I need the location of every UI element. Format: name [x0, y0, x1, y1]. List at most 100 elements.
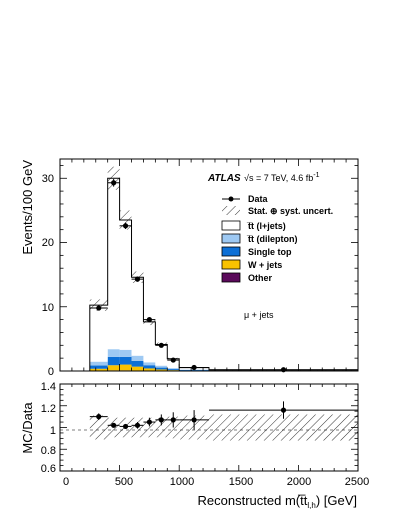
- y-tick-label-30: 30: [42, 173, 54, 185]
- main-panel: 0 10 20 30 Events/100 GeV ATLAS √s = 7 T…: [20, 158, 359, 378]
- stack-bar-1-5: [155, 369, 168, 371]
- main-y-axis-label: Events/100 GeV: [20, 160, 35, 255]
- stack-bar-4-2: [119, 220, 132, 350]
- x-axis-label-sub: l,h: [307, 501, 315, 510]
- data-points: [89, 178, 358, 373]
- uncert-band-2: [119, 210, 132, 230]
- legend-wjets-swatch: [221, 259, 241, 270]
- legend: Data Stat. ⊕ syst. uncert. t̅t (l+jets) …: [221, 194, 333, 283]
- x-tick-label-1000: 1000: [170, 476, 194, 488]
- stack-bar-4-5: [155, 344, 168, 366]
- stack-bar-4-1: [107, 178, 120, 350]
- ratio-point-1: [111, 422, 117, 428]
- data-point-6: [170, 357, 176, 363]
- energy-text: √s = 7 TeV, 4.6 fb: [244, 173, 313, 183]
- stack-bar-3-0: [89, 361, 108, 366]
- stack-bar-3-1: [107, 349, 120, 357]
- x-tick-label-0: 0: [63, 476, 69, 488]
- ratio-ticks: [59, 383, 359, 472]
- x-tick-label-500: 500: [115, 476, 133, 488]
- ratio-y-tick-0p8: 0.8: [41, 445, 56, 457]
- legend-single-top-label: Single top: [248, 247, 292, 257]
- stack-bar-2-0: [89, 365, 108, 369]
- legend-ljets-label: t̅t (l+jets): [246, 221, 285, 231]
- stack-bar-4-0: [89, 305, 108, 362]
- legend-dilep-swatch: [221, 233, 241, 244]
- y-tick-label-0: 0: [48, 366, 54, 378]
- lumi-superscript: -1: [313, 172, 319, 179]
- stack-bar-3-3: [131, 355, 144, 361]
- ratio-point-8: [280, 407, 287, 413]
- stack-bar-1-3: [131, 366, 144, 371]
- uncert-band-1: [107, 166, 120, 190]
- legend-other-label: Other: [248, 273, 273, 283]
- legend-data-label: Data: [248, 194, 269, 204]
- legend-data-marker: [228, 196, 234, 202]
- ratio-point-2: [122, 423, 129, 430]
- stack-bar-4-4: [143, 321, 156, 363]
- stack-bar-1-2: [119, 364, 132, 371]
- legend-ljets-swatch: [221, 220, 241, 231]
- stack-bar-2-3: [131, 360, 144, 367]
- ratio-point-5: [158, 417, 164, 423]
- stack-bar-1-1: [107, 365, 120, 371]
- x-axis-label: Reconstructed m(t̅tl,h) [GeV]: [198, 493, 357, 510]
- stack-bar-4-3: [131, 277, 144, 356]
- stack-bar-3-5: [155, 365, 168, 368]
- ratio-uncertainty-band: [89, 414, 358, 441]
- stack-bar-1-4: [143, 368, 156, 371]
- ratio-band-0: [89, 415, 108, 440]
- main-ticks: [59, 159, 359, 372]
- uncert-band-0: [89, 299, 108, 311]
- ratio-points: [89, 401, 358, 430]
- data-point-1: [111, 180, 117, 186]
- ratio-point-4: [146, 419, 152, 425]
- energy-label: √s = 7 TeV, 4.6 fb-1: [244, 172, 320, 183]
- ratio-band-5: [155, 417, 168, 438]
- stack-bar-2-5: [155, 367, 168, 370]
- x-tick-label-2500: 2500: [345, 476, 369, 488]
- atlas-label: ATLAS: [207, 173, 241, 184]
- x-axis-label-main: Reconstructed m(t̅t: [198, 493, 308, 508]
- x-axis-label-unit: ) [GeV]: [316, 493, 357, 508]
- legend-dilep-label: t̅t (dilepton): [246, 234, 297, 244]
- data-point-2: [122, 223, 129, 229]
- ratio-point-0: [96, 414, 102, 420]
- x-tick-label-1500: 1500: [229, 476, 253, 488]
- ratio-y-tick-0p6: 0.6: [41, 463, 56, 475]
- stack-bar-2-7: [179, 370, 209, 371]
- ratio-point-7: [191, 417, 197, 423]
- data-point-8: [280, 367, 287, 373]
- channel-label: μ + jets: [244, 310, 274, 320]
- stack-bar-2-6: [167, 369, 180, 371]
- stack-bar-1-6: [167, 370, 180, 371]
- data-point-3: [134, 276, 141, 282]
- ratio-point-3: [134, 422, 141, 428]
- y-tick-label-10: 10: [42, 302, 54, 314]
- stack-bar-3-6: [167, 368, 180, 370]
- stack-bar-2-1: [107, 356, 120, 366]
- legend-other-swatch: [221, 272, 241, 283]
- data-point-5: [158, 342, 164, 348]
- ratio-panel: 0.6 0.8 1 1.2 1.4 0 500 1000 1500 2000 2…: [20, 381, 369, 510]
- stack-bar-4-6: [167, 358, 180, 369]
- ratio-y-tick-1p2: 1.2: [41, 403, 56, 415]
- ratio-y-tick-1: 1: [50, 425, 56, 437]
- stack-bar-2-2: [119, 356, 132, 365]
- stack-bar-1-0: [89, 368, 108, 371]
- legend-wjets-label: W + jets: [248, 260, 282, 270]
- stack-bar-2-4: [143, 365, 156, 369]
- ratio-y-tick-1p4: 1.4: [41, 381, 56, 393]
- ratio-y-axis-label: MC/Data: [20, 402, 35, 454]
- stack-bar-3-2: [119, 349, 132, 357]
- legend-uncert-label: Stat. ⊕ syst. uncert.: [248, 206, 333, 216]
- data-point-7: [191, 364, 197, 371]
- stack-bar-3-4: [143, 362, 156, 366]
- ratio-point-6: [170, 417, 176, 423]
- x-tick-label-2000: 2000: [287, 476, 311, 488]
- data-point-0: [96, 305, 102, 311]
- main-frame: [59, 158, 359, 372]
- ratio-band-4: [143, 417, 156, 438]
- legend-uncert-swatch: [222, 206, 240, 215]
